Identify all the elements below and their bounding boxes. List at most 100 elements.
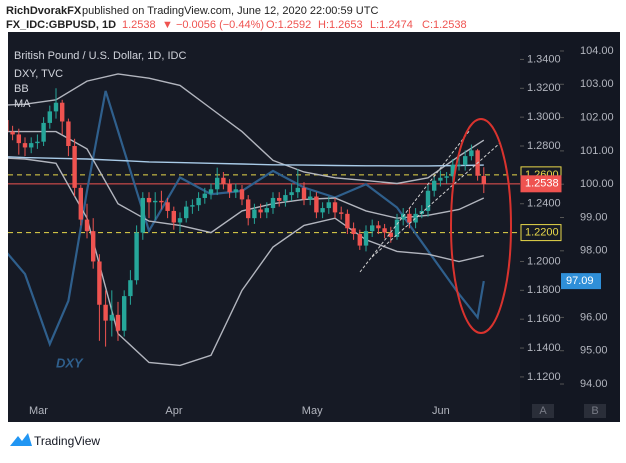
candle-body bbox=[66, 121, 71, 147]
candle-body bbox=[444, 176, 449, 178]
candle-body bbox=[469, 150, 474, 157]
y2-tick-label: 99.00 bbox=[580, 211, 608, 223]
y-tick-label: 1.1200 bbox=[527, 371, 561, 383]
price-tag bbox=[520, 175, 562, 193]
candle-body bbox=[339, 212, 344, 214]
candle-body bbox=[450, 164, 455, 177]
last-price: 1.2538 bbox=[122, 19, 156, 31]
candle-body bbox=[196, 197, 201, 206]
candle-body bbox=[270, 197, 276, 209]
candle-body bbox=[35, 141, 40, 144]
change: ▼ −0.0056 (−0.44%) bbox=[162, 19, 264, 31]
candle-body bbox=[289, 192, 294, 196]
y-tick-label: 1.2000 bbox=[527, 255, 561, 267]
candle-body bbox=[29, 143, 34, 148]
legend-entry: DXY, TVC bbox=[14, 68, 63, 80]
x-tick-label: May bbox=[302, 405, 323, 417]
candle-body bbox=[252, 209, 257, 219]
y2-tick-label: 94.00 bbox=[580, 378, 608, 390]
candle-body bbox=[84, 219, 90, 232]
candle-body bbox=[301, 187, 307, 200]
candle-body bbox=[159, 200, 164, 203]
brand: TradingView bbox=[34, 434, 100, 448]
candle-body bbox=[16, 134, 21, 144]
candle-body bbox=[326, 202, 331, 209]
candle-body bbox=[258, 209, 263, 213]
candle-body bbox=[283, 195, 288, 201]
ohlc-value: L:1.2474 bbox=[370, 19, 413, 31]
candle-body bbox=[277, 197, 282, 201]
candle-body bbox=[177, 218, 183, 223]
candle-body bbox=[345, 213, 350, 229]
candle-body bbox=[363, 231, 369, 246]
scale-button-label[interactable]: B bbox=[591, 405, 598, 417]
candle-body bbox=[370, 225, 375, 232]
candle-body bbox=[47, 111, 52, 123]
candle-body bbox=[407, 213, 412, 223]
y2-tick-label: 101.00 bbox=[580, 145, 614, 157]
candle-body bbox=[140, 197, 145, 233]
y2-tick-label: 103.00 bbox=[580, 78, 614, 90]
highlight-ellipse bbox=[450, 118, 512, 334]
publisher: RichDvorakFX bbox=[6, 5, 82, 17]
candle-body bbox=[146, 197, 152, 203]
channel-line bbox=[371, 142, 501, 258]
candle-body bbox=[171, 210, 176, 223]
y2-tag bbox=[561, 273, 601, 290]
y2-tick-label: 98.00 bbox=[580, 245, 608, 257]
y2-tick-label: 102.00 bbox=[580, 111, 614, 123]
candle-body bbox=[357, 234, 362, 246]
candle-body bbox=[22, 143, 28, 148]
candle-body bbox=[246, 199, 251, 219]
candle-body bbox=[165, 202, 170, 211]
published: published on TradingView.com, June 12, 2… bbox=[82, 5, 378, 17]
candle-body bbox=[41, 122, 46, 142]
x-tick-label: Mar bbox=[29, 405, 48, 417]
candle-body bbox=[351, 228, 356, 235]
candle-body bbox=[97, 261, 102, 305]
candle-body bbox=[221, 177, 226, 184]
ohlc: O:1.2592 H:1.2653 L:1.2474 C:1.2538 bbox=[266, 19, 467, 31]
candle-body bbox=[295, 187, 300, 193]
symbol: FX_IDC:GBPUSD, 1D bbox=[6, 19, 116, 31]
dxy-line bbox=[8, 90, 485, 348]
scale-button-label[interactable]: A bbox=[539, 405, 547, 417]
y-tick-label: 1.2800 bbox=[527, 140, 561, 152]
ohlc-value: H:1.2653 bbox=[318, 19, 363, 31]
candle-body bbox=[78, 187, 83, 220]
candle-body bbox=[109, 314, 114, 321]
candle-body bbox=[215, 177, 220, 190]
candle-body bbox=[481, 176, 486, 184]
legend-entry: BB bbox=[14, 83, 29, 95]
y-tick-label: 1.1400 bbox=[527, 342, 561, 354]
candle-body bbox=[202, 193, 207, 198]
candle-body bbox=[425, 190, 431, 211]
candle-body bbox=[376, 225, 381, 229]
candle-body bbox=[60, 102, 65, 122]
candle-body bbox=[128, 280, 133, 297]
candle-body bbox=[264, 208, 269, 213]
indicator-line bbox=[8, 157, 484, 367]
candle-body bbox=[103, 304, 108, 321]
candle-body bbox=[432, 180, 437, 191]
candle-body bbox=[382, 228, 387, 233]
candle-body bbox=[227, 183, 232, 193]
candle-body bbox=[10, 131, 15, 135]
y-tick-label: 1.2400 bbox=[527, 198, 561, 210]
candle-body bbox=[72, 146, 77, 188]
scale-button[interactable] bbox=[584, 404, 606, 418]
ohlc-value: C:1.2538 bbox=[422, 19, 467, 31]
y-tick-label: 1.3400 bbox=[527, 53, 561, 65]
scale-button[interactable] bbox=[532, 404, 554, 418]
ohlc-value: O:1.2592 bbox=[266, 19, 311, 31]
candle-body bbox=[184, 206, 189, 219]
candle-body bbox=[190, 205, 195, 207]
candle-body bbox=[308, 196, 313, 200]
candle-body bbox=[320, 208, 325, 213]
x-tick-label: Jun bbox=[432, 405, 450, 417]
legend-entry: MA bbox=[14, 98, 31, 110]
y-tick-label: 1.3200 bbox=[527, 82, 561, 94]
candle-body bbox=[332, 202, 338, 213]
